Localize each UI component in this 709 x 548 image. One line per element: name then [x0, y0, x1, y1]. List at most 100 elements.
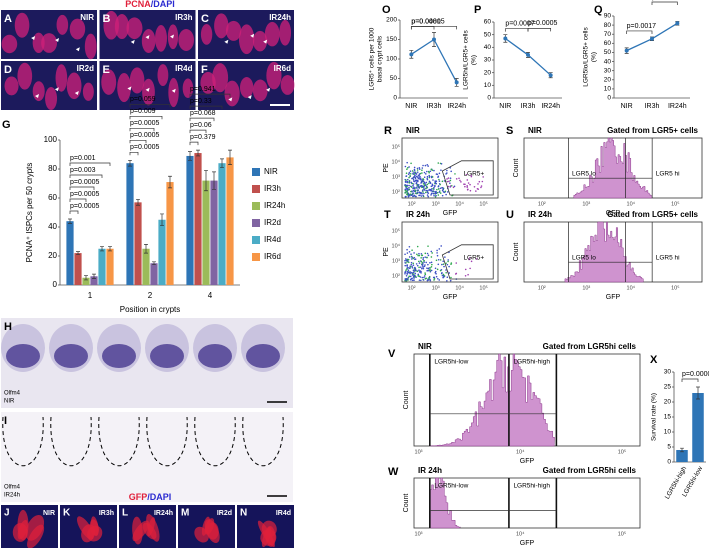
arrow-head	[145, 87, 150, 92]
error-bar	[212, 171, 216, 190]
event-dot	[466, 186, 469, 188]
event-dot	[406, 161, 408, 164]
event-dot	[445, 262, 447, 264]
event-dot	[429, 278, 431, 281]
event-dot	[404, 278, 407, 280]
y-tick-label: 25	[664, 384, 672, 391]
arrow-head	[74, 91, 79, 96]
event-dot	[441, 263, 443, 266]
event-dot	[428, 275, 431, 278]
event-dot	[410, 263, 413, 266]
event-dot	[415, 181, 418, 183]
event-dot	[435, 182, 437, 185]
event-dot	[426, 279, 429, 282]
y-tick-label: 100	[386, 56, 397, 63]
arrow-head	[171, 88, 176, 93]
label: GFP	[606, 210, 621, 217]
event-dot	[418, 191, 421, 193]
point	[624, 48, 629, 53]
event-dot	[424, 252, 427, 255]
arrow-head	[266, 87, 271, 92]
bar	[134, 202, 142, 285]
event-dot	[406, 168, 408, 171]
x-tick-label: IR3h	[521, 103, 536, 110]
crypt-outline	[2, 416, 44, 467]
event-dot	[448, 272, 451, 274]
error-bar	[136, 199, 140, 206]
event-dot	[455, 262, 458, 264]
event-dot	[422, 164, 424, 167]
y-axis-title: LGR5⁺ cells per 1000	[369, 27, 376, 90]
event-dot	[416, 179, 418, 182]
event-dot	[446, 279, 448, 282]
event-dot	[430, 192, 433, 195]
cell-blob	[279, 19, 292, 46]
event-dot	[466, 184, 468, 187]
event-dot	[437, 175, 440, 178]
event-dot	[418, 166, 421, 169]
event-dot	[408, 184, 410, 187]
event-dot	[416, 184, 419, 186]
p-value: p=0.068	[190, 110, 216, 117]
event-dot	[438, 178, 440, 181]
event-dot	[407, 276, 410, 279]
event-dot	[421, 262, 423, 264]
label: S	[506, 125, 513, 137]
event-dot	[405, 179, 407, 182]
label: NIR	[406, 126, 420, 135]
significance-bracket	[189, 93, 231, 98]
event-dot	[421, 264, 423, 266]
event-dot	[404, 261, 406, 264]
event-dot	[450, 263, 452, 265]
event-dot	[409, 193, 412, 195]
y-tick-label: 200	[386, 17, 397, 24]
event-dot	[469, 189, 472, 192]
y-tick-label: 0	[393, 95, 397, 102]
bar	[210, 180, 218, 285]
event-dot	[447, 185, 450, 188]
event-dot	[475, 190, 477, 192]
event-dot	[407, 195, 410, 198]
event-dot	[404, 181, 407, 183]
bar	[106, 248, 114, 285]
event-dot	[429, 267, 432, 269]
event-dot	[416, 169, 419, 171]
label: LGR5+	[463, 171, 484, 178]
event-dot	[428, 182, 430, 185]
arrow-head	[228, 97, 233, 102]
event-dot	[412, 184, 414, 187]
gfp-signal	[25, 514, 45, 541]
event-dot	[408, 171, 411, 174]
event-dot	[439, 187, 442, 190]
p-value: p=0.0005	[130, 132, 159, 139]
label: C	[201, 13, 209, 25]
label: IR24h	[154, 510, 173, 517]
event-dot	[410, 162, 412, 165]
event-dot	[447, 177, 450, 179]
event-dot	[422, 258, 424, 261]
cell-blob	[141, 29, 156, 54]
legend-swatch	[252, 236, 260, 244]
cell-blob	[178, 28, 195, 52]
event-dot	[436, 268, 439, 271]
p-value: p=0.0005	[652, 0, 681, 1]
y-tick-label: 15	[664, 414, 672, 421]
event-dot	[417, 260, 420, 263]
significance-bracket	[69, 174, 103, 179]
event-dot	[431, 176, 434, 178]
event-dot	[412, 264, 415, 266]
event-dot	[420, 279, 422, 282]
p-value: p=0.001	[70, 155, 96, 162]
cell-blob	[280, 74, 295, 95]
label: 10⁴	[455, 284, 464, 291]
label: 10⁴	[627, 284, 636, 291]
event-dot	[437, 194, 440, 196]
label: IR4d	[175, 64, 192, 73]
event-dot	[419, 194, 421, 197]
event-dot	[446, 180, 449, 183]
event-dot	[421, 189, 424, 192]
legend-label: NIR	[264, 167, 278, 176]
y-axis-title: basal crypt cells	[377, 35, 384, 82]
event-dot	[435, 275, 438, 278]
label: K	[63, 508, 71, 519]
